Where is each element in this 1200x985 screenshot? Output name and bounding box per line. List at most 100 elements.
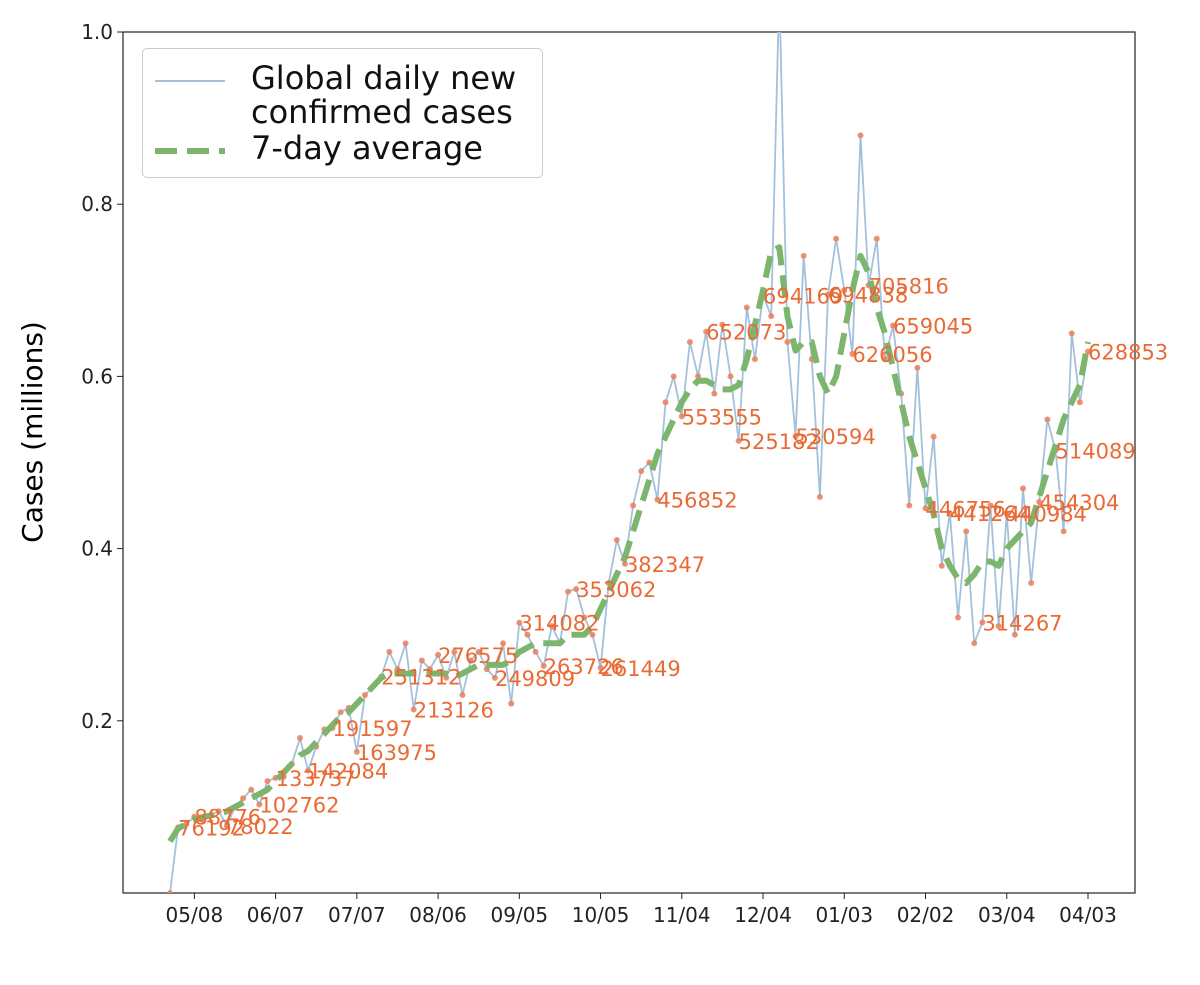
data-point	[1060, 528, 1067, 535]
data-point	[946, 510, 953, 517]
data-point	[1076, 399, 1083, 406]
value-label: 553555	[682, 405, 762, 429]
value-label: 213126	[414, 698, 494, 722]
x-tick-label: 08/06	[409, 903, 467, 927]
data-point	[1036, 498, 1043, 505]
data-point	[711, 390, 718, 397]
data-point	[833, 235, 840, 242]
data-point	[873, 235, 880, 242]
data-point	[930, 433, 937, 440]
data-point	[849, 350, 856, 357]
value-label: 441264	[950, 502, 1030, 526]
data-point	[686, 338, 693, 345]
value-label: 626056	[852, 343, 932, 367]
data-point	[256, 801, 263, 808]
data-point	[264, 778, 271, 785]
value-label: 102762	[259, 794, 339, 818]
y-tick-label: 0.6	[81, 364, 113, 388]
x-tick-label: 09/05	[491, 903, 549, 927]
data-point	[215, 808, 222, 815]
data-point	[914, 364, 921, 371]
data-point	[638, 468, 645, 475]
x-tick-label: 02/02	[897, 903, 955, 927]
value-label: 276575	[438, 644, 518, 668]
legend-entry: Global daily new confirmed cases	[153, 61, 530, 129]
value-label: 314082	[519, 612, 599, 636]
data-point	[386, 648, 393, 655]
plot-frame	[122, 31, 1136, 894]
value-label: 163975	[357, 741, 437, 765]
data-point	[183, 821, 190, 828]
legend-entry: 7-day average	[153, 131, 530, 165]
data-point	[305, 767, 312, 774]
legend-swatch	[155, 148, 225, 154]
data-point	[906, 502, 913, 509]
data-point	[167, 890, 173, 893]
data-point	[589, 631, 596, 638]
data-point	[467, 657, 474, 664]
data-point	[938, 562, 945, 569]
data-point	[337, 709, 344, 716]
value-label: 261449	[601, 657, 681, 681]
data-point	[410, 706, 417, 713]
data-point	[841, 287, 848, 294]
data-point	[857, 132, 864, 139]
x-tick-label: 05/08	[166, 903, 224, 927]
data-point	[451, 648, 458, 655]
data-point	[654, 496, 661, 503]
x-tick-label: 12/04	[734, 903, 792, 927]
data-point	[784, 338, 791, 345]
data-point	[418, 657, 425, 664]
value-label: 446756	[926, 497, 1006, 521]
data-point	[524, 631, 531, 638]
y-tick-label: 1.0	[81, 20, 113, 44]
data-point	[516, 619, 523, 626]
value-label: 694169	[763, 284, 843, 308]
data-point	[890, 322, 897, 329]
data-point	[402, 640, 409, 647]
data-point	[670, 373, 677, 380]
data-point	[735, 437, 742, 444]
value-label: 133737	[276, 767, 356, 791]
value-label: 514089	[1056, 439, 1136, 463]
data-point	[459, 691, 466, 698]
data-point	[540, 662, 547, 669]
value-label: 314267	[982, 611, 1062, 635]
data-point	[1011, 631, 1018, 638]
x-tick-label: 10/05	[572, 903, 630, 927]
average-line	[167, 244, 1091, 843]
x-tick-label: 04/03	[1059, 903, 1117, 927]
value-label: 251312	[381, 666, 461, 690]
data-point	[581, 614, 588, 621]
data-point	[963, 528, 970, 535]
value-label: 659045	[893, 315, 973, 339]
y-tick-label: 0.4	[81, 537, 113, 561]
y-axis-label: Cases (millions)	[16, 321, 49, 543]
data-point	[361, 691, 368, 698]
x-tick-label: 03/04	[978, 903, 1036, 927]
y-tick-label: 0.2	[81, 709, 113, 733]
data-point	[662, 399, 669, 406]
data-point	[597, 664, 604, 671]
plot-area	[167, 32, 1091, 893]
value-label: 705816	[869, 274, 949, 298]
data-point	[987, 502, 994, 509]
legend-label: Global daily new confirmed cases	[251, 59, 517, 131]
data-point	[630, 502, 637, 509]
data-point	[743, 304, 750, 311]
data-point	[971, 640, 978, 647]
data-point	[500, 640, 507, 647]
data-point	[223, 822, 230, 829]
data-point	[1085, 348, 1091, 355]
data-point	[548, 623, 555, 630]
value-label: 263726	[544, 655, 624, 679]
value-label: 382347	[625, 553, 705, 577]
value-label: 88776	[194, 806, 261, 830]
x-tick-label: 01/03	[815, 903, 873, 927]
value-label: 694838	[828, 284, 908, 308]
data-point	[1068, 330, 1075, 337]
value-label: 652073	[706, 321, 786, 345]
data-point	[240, 795, 247, 802]
